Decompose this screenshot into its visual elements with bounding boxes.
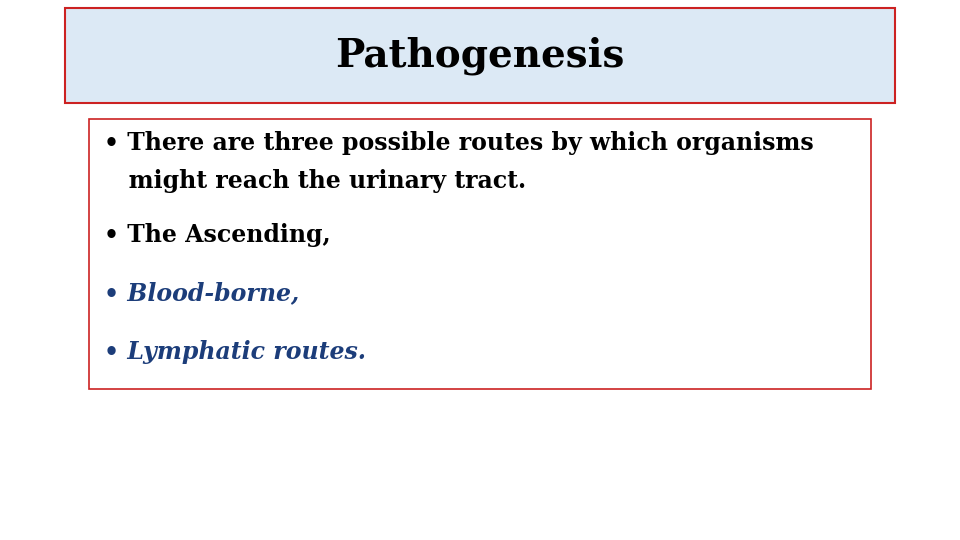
Text: • Lymphatic routes.: • Lymphatic routes. <box>104 340 366 364</box>
FancyBboxPatch shape <box>89 119 871 389</box>
Text: might reach the urinary tract.: might reach the urinary tract. <box>104 169 526 193</box>
Text: • The Ascending,: • The Ascending, <box>104 223 330 247</box>
Text: Pathogenesis: Pathogenesis <box>335 36 625 75</box>
FancyBboxPatch shape <box>65 8 895 103</box>
Text: • Blood-borne,: • Blood-borne, <box>104 281 299 305</box>
Text: • There are three possible routes by which organisms: • There are three possible routes by whi… <box>104 131 813 155</box>
